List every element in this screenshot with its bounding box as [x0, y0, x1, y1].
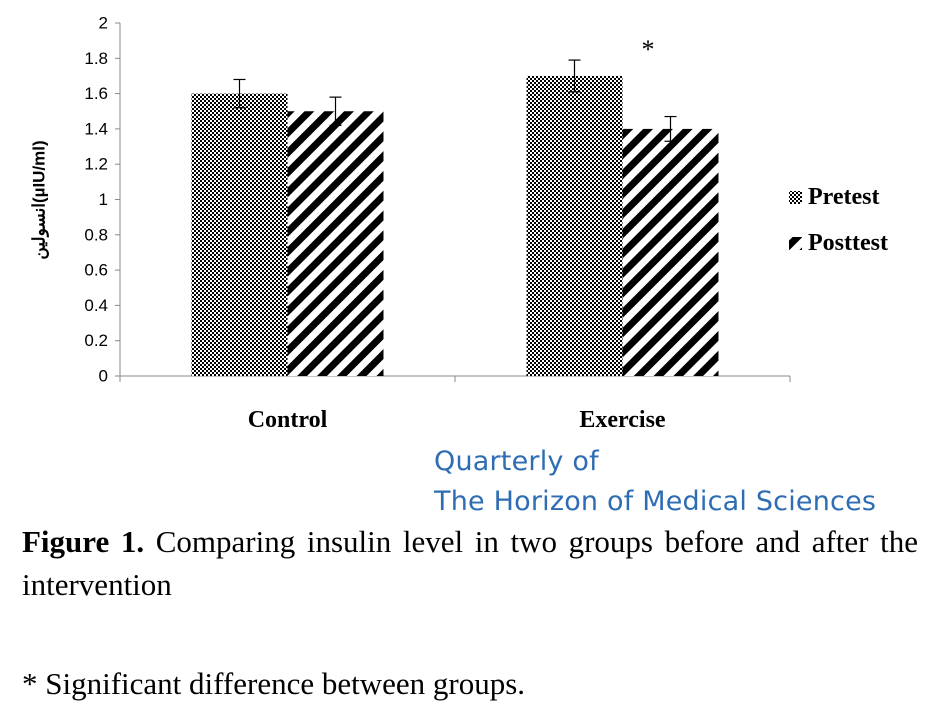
x-category-label: Exercise — [579, 407, 666, 433]
error-bars — [233, 59, 677, 142]
y-tick-label: 1.2 — [84, 155, 108, 174]
y-axis-label: انسولین(µIU/ml) — [29, 140, 49, 259]
x-category-label: Control — [248, 407, 328, 433]
watermark-line-2: The Horizon of Medical Sciences — [434, 486, 877, 517]
bar-posttest-control — [287, 111, 384, 376]
watermark-line-1: Quarterly of — [434, 446, 599, 477]
legend-swatch-posttest — [789, 237, 802, 250]
y-axis: 0 0.2 0.4 0.6 0.8 1 1.2 1.4 1.6 1.8 2 — [84, 14, 121, 386]
figure-caption: Figure 1. Comparing insulin level in two… — [22, 520, 918, 606]
bar-chart: 0 0.2 0.4 0.6 0.8 1 1.2 1.4 1.6 1.8 2 Control Exerc… — [29, 14, 888, 434]
legend-swatch-pretest — [789, 191, 802, 204]
bar-posttest-exercise — [622, 128, 719, 376]
footnote: * Significant difference between groups. — [22, 666, 526, 701]
y-tick-label: 2 — [99, 14, 108, 33]
y-tick-label: 1.8 — [84, 49, 108, 68]
x-axis: Control Exercise — [119, 375, 791, 433]
bars — [191, 75, 719, 376]
y-tick-label: 0 — [99, 367, 108, 386]
y-tick-label: 1.6 — [84, 84, 108, 103]
legend-label-posttest: Posttest — [808, 230, 888, 256]
y-tick-label: 0.4 — [84, 296, 108, 315]
caption-label: Figure 1. — [22, 524, 145, 559]
y-tick-label: 0.6 — [84, 261, 108, 280]
bar-pretest-exercise — [526, 75, 623, 376]
y-tick-label: 0.8 — [84, 225, 108, 244]
legend-label-pretest: Pretest — [808, 184, 880, 210]
y-tick-label: 0.2 — [84, 331, 108, 350]
y-tick-label: 1 — [99, 190, 108, 209]
bar-pretest-control — [191, 93, 288, 376]
legend: Pretest Posttest — [789, 184, 888, 256]
y-tick-label: 1.4 — [84, 119, 108, 138]
significance-marker: * — [642, 35, 655, 64]
caption-text: Comparing insulin level in two groups be… — [22, 524, 918, 602]
